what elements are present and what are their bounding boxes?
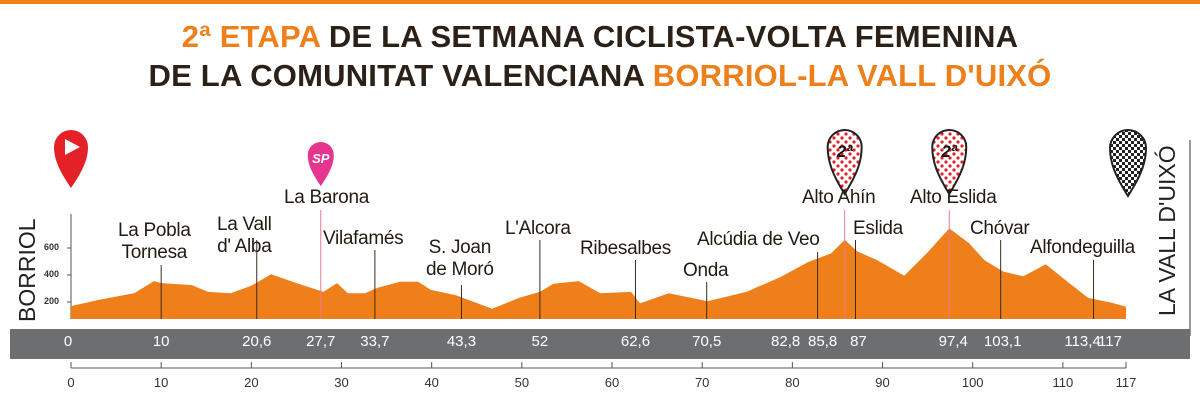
race-name-cont: DE LA COMUNITAT VALENCIANA: [148, 58, 653, 93]
x-tick-label: 10: [153, 375, 169, 390]
waypoint-name: Eslida: [853, 218, 903, 239]
waypoint-label: Eslida: [853, 218, 903, 240]
y-tick-label: 200: [44, 296, 60, 306]
km-point-label: 87: [850, 333, 867, 350]
elevation-profile-area: [71, 228, 1126, 319]
km-point-label: 97,4: [938, 333, 968, 350]
kom-category-text: 2ª: [836, 142, 853, 161]
waypoint-label: Alto Eslida: [910, 187, 997, 209]
km-bar: [10, 329, 1190, 359]
play-icon: [65, 139, 80, 155]
waypoint-name: Vilafamés: [323, 228, 404, 249]
waypoint-name: Ribesalbes: [580, 238, 671, 259]
x-tick-label: 100: [961, 375, 984, 390]
km-point-label: 33,7: [360, 333, 390, 350]
x-tick-label: 30: [334, 375, 349, 390]
km-point-label: 103,1: [983, 333, 1022, 350]
race-name: DE LA SETMANA CICLISTA-VOLTA FEMENINA: [320, 19, 1019, 54]
km-point-label: 113,4: [1064, 333, 1101, 350]
waypoint-name: Alfondeguilla: [1030, 237, 1135, 258]
start-pin-icon: [54, 130, 88, 188]
km-point-label: 20,6: [242, 333, 272, 350]
title-line-2: DE LA COMUNITAT VALENCIANA BORRIOL-LA VA…: [0, 58, 1200, 94]
x-tick-label: 117: [1115, 375, 1137, 390]
title-line-1: 2ª ETAPA DE LA SETMANA CICLISTA-VOLTA FE…: [0, 19, 1200, 55]
x-tick-label: 40: [424, 375, 439, 390]
km-point-label: 43,3: [446, 333, 477, 350]
km-point-label: 0: [63, 333, 73, 350]
waypoint-label: Onda: [683, 260, 729, 282]
y-tick-label: 600: [44, 242, 60, 252]
stage-number: 2ª ETAPA: [181, 19, 321, 54]
x-tick-label: 0: [67, 375, 75, 390]
waypoint-name: La Pobla: [118, 220, 191, 241]
waypoint-name: La Barona: [284, 187, 369, 208]
waypoint-label: Ribesalbes: [580, 238, 671, 260]
x-tick-label: 50: [514, 375, 530, 390]
x-tick-label: 110: [1052, 375, 1074, 390]
top-accent-line: [0, 0, 1200, 4]
waypoint-label: Alfondeguilla: [1030, 237, 1135, 259]
stage-route: BORRIOL-LA VALL D'UIXÓ: [652, 58, 1052, 93]
kom-pin-icon: [826, 129, 863, 196]
finish-checkered-pin-icon: [1108, 129, 1148, 198]
waypoint-name: Tornesa: [121, 242, 188, 263]
x-tick-label: 70: [694, 375, 710, 390]
waypoint-name: La Vall: [217, 214, 272, 235]
km-point-label: 117: [1098, 333, 1122, 350]
sprint-pin-icon: [307, 142, 334, 186]
waypoint-label: La Barona: [284, 187, 369, 209]
waypoint-label: Alto Ahín: [802, 187, 876, 209]
x-tick-label: 20: [244, 375, 259, 390]
sprint-pin-text: SP: [312, 151, 330, 166]
waypoint-label: La Vall d' Alba: [217, 214, 272, 258]
waypoint-name: d' Alba: [217, 236, 272, 257]
km-point-label: 82,8: [771, 333, 801, 350]
waypoint-name: Chóvar: [970, 218, 1030, 239]
waypoint-name: Alcúdia de Veo: [697, 229, 820, 250]
kom-pin-icon: [931, 129, 968, 196]
waypoint-label: L'Alcora: [505, 218, 571, 240]
waypoint-label: S. Joan de Moró: [426, 237, 494, 281]
waypoint-label: Chóvar: [970, 218, 1030, 240]
y-tick-label: 400: [44, 269, 60, 279]
kom-category-text: 2ª: [940, 142, 957, 161]
km-point-label: 10: [152, 333, 170, 350]
waypoint-name: Alto Ahín: [802, 187, 876, 208]
x-tick-label: 80: [785, 375, 800, 390]
km-point-label: 27,7: [306, 333, 336, 350]
km-point-label: 70,5: [692, 333, 722, 350]
finish-town-label: LA VALL D'UIXÓ: [1154, 145, 1180, 316]
waypoint-label: La Pobla Tornesa: [118, 220, 191, 264]
waypoint-label: Alcúdia de Veo: [697, 229, 820, 251]
km-point-label: 52: [531, 333, 549, 350]
km-point-label: 85,8: [808, 333, 838, 350]
waypoint-name: Onda: [683, 260, 729, 281]
x-tick-label: 60: [604, 375, 620, 390]
start-town-label: BORRIOL: [14, 218, 40, 322]
x-tick-label: 90: [875, 375, 890, 390]
waypoint-label: Vilafamés: [323, 228, 404, 250]
km-point-label: 62,6: [620, 333, 651, 350]
waypoint-name: de Moró: [426, 259, 494, 280]
waypoint-name: S. Joan: [428, 237, 492, 258]
waypoint-name: Alto Eslida: [910, 187, 997, 208]
waypoint-name: L'Alcora: [505, 218, 571, 239]
